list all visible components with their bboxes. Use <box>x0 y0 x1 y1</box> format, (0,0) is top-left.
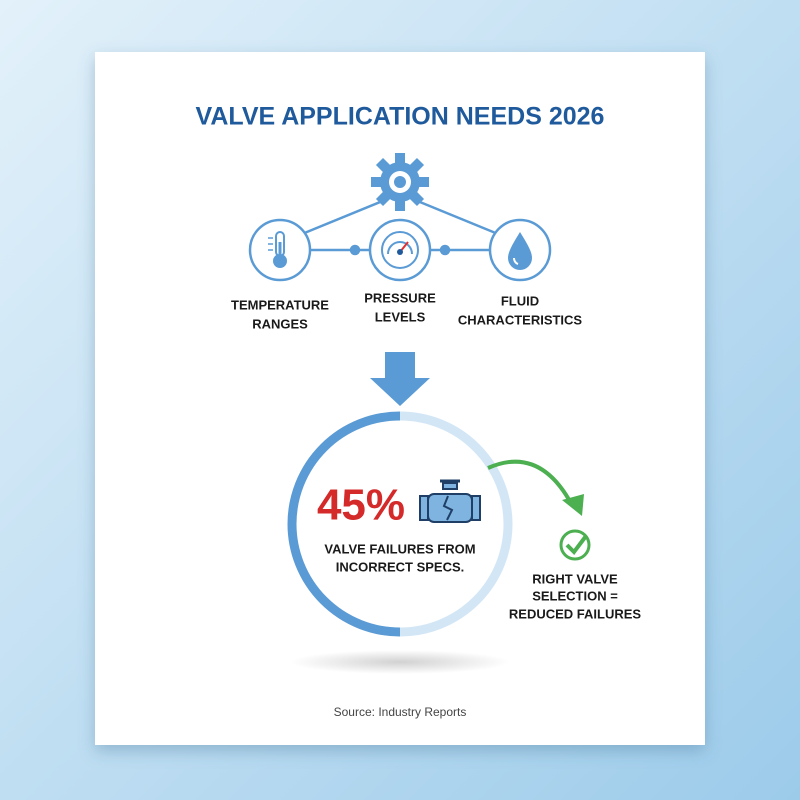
ring-dark <box>287 411 401 637</box>
factor-label: FLUID <box>501 293 539 308</box>
valve-icon <box>419 479 481 523</box>
title: VALVE APPLICATION NEEDS 2026 <box>196 103 605 131</box>
curved-arrow <box>487 459 574 506</box>
source: Source: Industry Reports <box>334 705 467 719</box>
factor-label: CHARACTERISTICS <box>458 312 583 327</box>
factor-labels: TEMPERATURE RANGES PRESSURE LEVELS FLUID… <box>231 290 582 331</box>
outcome-text: REDUCED FAILURES <box>509 606 642 621</box>
outcome-text: RIGHT VALVE <box>532 571 618 586</box>
stat-circle <box>292 416 508 632</box>
stat-caption: INCORRECT SPECS. <box>336 559 465 574</box>
stat-caption: VALVE FAILURES FROM <box>324 541 475 556</box>
down-arrow <box>370 352 430 406</box>
factor-label: PRESSURE <box>364 290 436 305</box>
factor-label: LEVELS <box>375 309 426 324</box>
factor-diagram <box>248 140 552 282</box>
factor-label: TEMPERATURE <box>231 297 329 312</box>
check-icon <box>559 529 591 561</box>
factor-label: RANGES <box>252 316 308 331</box>
shadow <box>290 650 510 674</box>
outcome-text: SELECTION = <box>532 588 618 603</box>
stat-value: 45% <box>317 481 405 530</box>
ring-light <box>399 411 513 637</box>
arrow-head <box>562 494 584 516</box>
